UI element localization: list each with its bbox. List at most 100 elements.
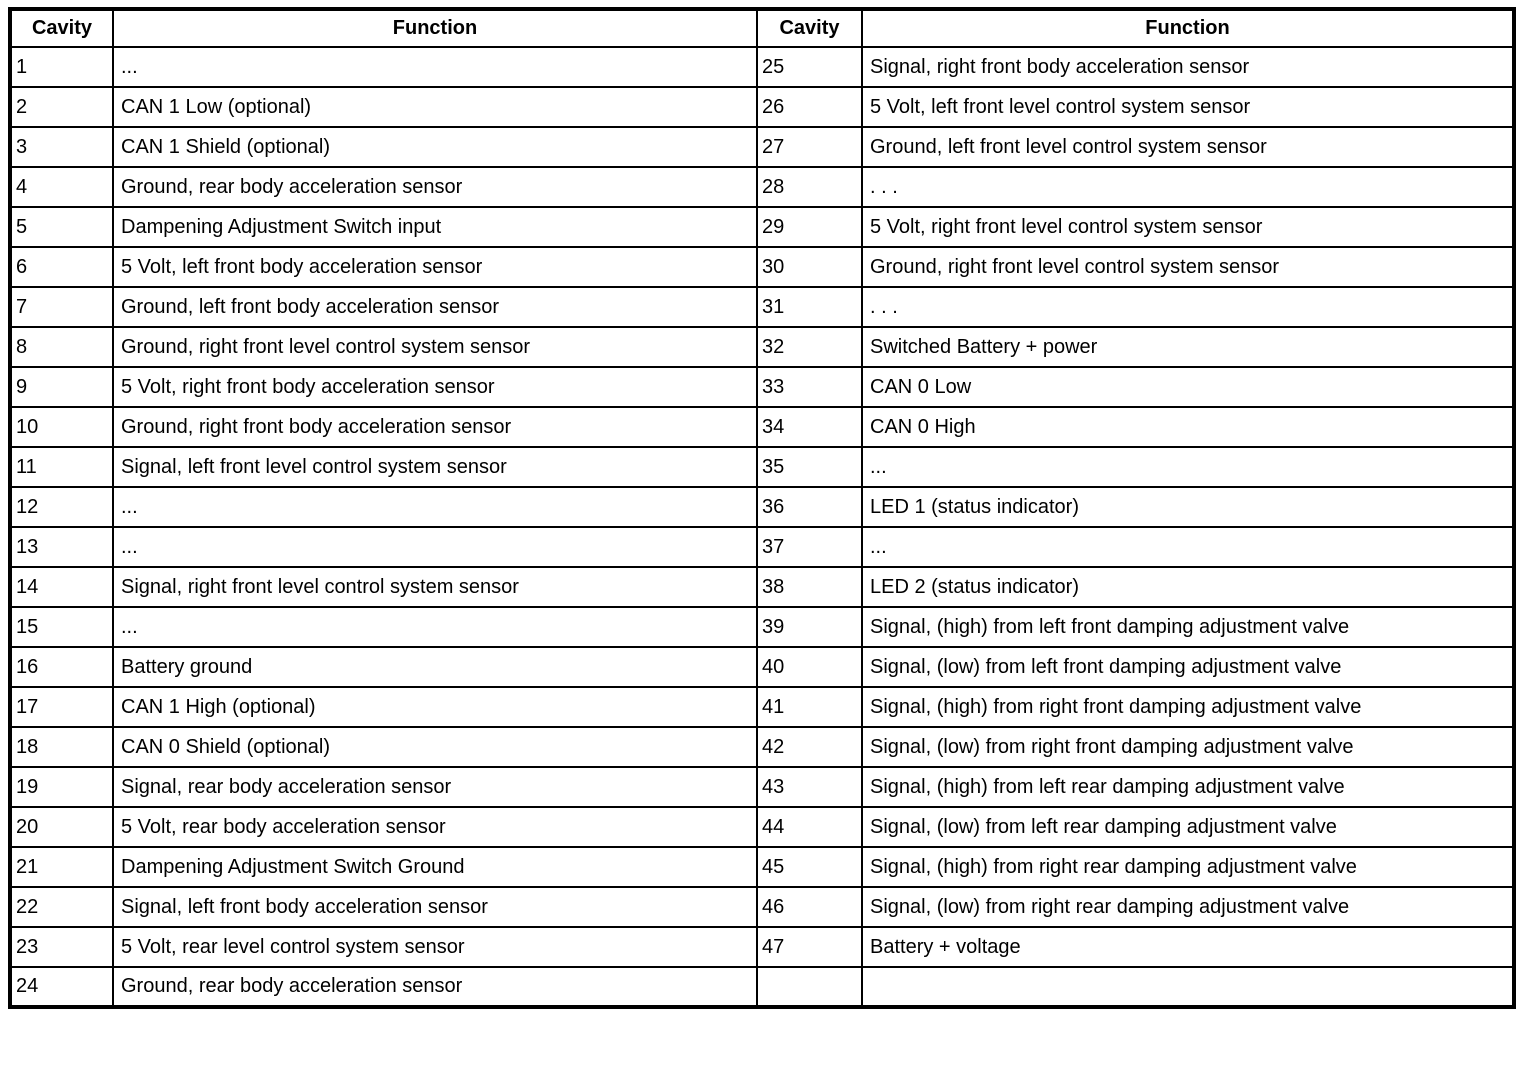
function-cell-left: Ground, right front level control system… — [112, 326, 758, 368]
column-header-cavity-left: Cavity — [9, 8, 114, 48]
table-row: 14 Signal, right front level control syst… — [9, 566, 1515, 608]
cavity-cell-left: 14 — [9, 566, 114, 608]
function-cell-left: ... — [112, 46, 758, 88]
cavity-cell-right: 31 — [756, 286, 863, 328]
cavity-cell-left: 8 — [9, 326, 114, 368]
cavity-cell-left: 15 — [9, 606, 114, 648]
cavity-cell-left: 11 — [9, 446, 114, 488]
function-cell-left: Ground, right front body acceleration se… — [112, 406, 758, 448]
function-cell-left: ... — [112, 526, 758, 568]
table-row: 24 Ground, rear body acceleration sensor — [9, 966, 1515, 1008]
cavity-cell-left: 12 — [9, 486, 114, 528]
cavity-cell-left: 23 — [9, 926, 114, 968]
function-cell-right: Signal, (high) from left rear damping ad… — [861, 766, 1515, 808]
cavity-cell-left: 18 — [9, 726, 114, 768]
column-header-function-right: Function — [861, 8, 1515, 48]
table-row: 4 Ground, rear body acceleration sensor 28… — [9, 166, 1515, 208]
cavity-cell-right: 28 — [756, 166, 863, 208]
cavity-cell-right: 39 — [756, 606, 863, 648]
document-page: Cavity Function Cavity Function 1... 25 Si… — [8, 7, 1516, 1009]
cavity-cell-right: 27 — [756, 126, 863, 168]
function-cell-left: ... — [112, 486, 758, 528]
table-row: 1... 25 Signal, right front body accelerat… — [9, 46, 1515, 88]
table-row: 21 Dampening Adjustment Switch Ground 45 Si… — [9, 846, 1515, 888]
cavity-cell-right: 29 — [756, 206, 863, 248]
cavity-cell-right: 37 — [756, 526, 863, 568]
function-cell-right: Signal, (low) from right front damping a… — [861, 726, 1515, 768]
function-cell-right — [861, 966, 1515, 1008]
cavity-cell-right: 42 — [756, 726, 863, 768]
table-row: 10 Ground, right front body acceleration … — [9, 406, 1515, 448]
function-cell-right: Signal, (low) from left rear damping adj… — [861, 806, 1515, 848]
cavity-cell-right: 32 — [756, 326, 863, 368]
function-cell-right: . . . — [861, 166, 1515, 208]
table-body: 1... 25 Signal, right front body accelerat… — [9, 46, 1515, 1008]
table-row: 16 Battery ground 40 Signal, (low) from lef… — [9, 646, 1515, 688]
cavity-cell-right: 41 — [756, 686, 863, 728]
function-cell-left: 5 Volt, rear body acceleration sensor — [112, 806, 758, 848]
column-header-cavity-right: Cavity — [756, 8, 863, 48]
cavity-cell-left: 3 — [9, 126, 114, 168]
cavity-cell-right — [756, 966, 863, 1008]
table-row: 22 Signal, left front body acceleration s… — [9, 886, 1515, 928]
cavity-cell-right: 40 — [756, 646, 863, 688]
function-cell-right: Signal, (low) from right rear damping ad… — [861, 886, 1515, 928]
function-cell-left: CAN 1 Low (optional) — [112, 86, 758, 128]
function-cell-right: Signal, (high) from right front damping … — [861, 686, 1515, 728]
cavity-cell-left: 17 — [9, 686, 114, 728]
table-row: 11 Signal, left front level control syste… — [9, 446, 1515, 488]
table-row: 5 Dampening Adjustment Switch input 29 5 Vo… — [9, 206, 1515, 248]
function-cell-right: ... — [861, 446, 1515, 488]
function-cell-right: Battery + voltage — [861, 926, 1515, 968]
function-cell-left: Dampening Adjustment Switch Ground — [112, 846, 758, 888]
table-row: 8 Ground, right front level control syste… — [9, 326, 1515, 368]
cavity-cell-left: 19 — [9, 766, 114, 808]
function-cell-right: Signal, right front body acceleration se… — [861, 46, 1515, 88]
function-cell-right: Ground, left front level control system … — [861, 126, 1515, 168]
cavity-cell-right: 36 — [756, 486, 863, 528]
function-cell-right: CAN 0 High — [861, 406, 1515, 448]
cavity-cell-left: 5 — [9, 206, 114, 248]
table-row: 23 5 Volt, rear level control system sens… — [9, 926, 1515, 968]
function-cell-left: ... — [112, 606, 758, 648]
function-cell-left: Signal, left front level control system … — [112, 446, 758, 488]
cavity-cell-right: 45 — [756, 846, 863, 888]
table-row: 17 CAN 1 High (optional) 41 Signal, (high) … — [9, 686, 1515, 728]
function-cell-left: Dampening Adjustment Switch input — [112, 206, 758, 248]
column-header-function-left: Function — [112, 8, 758, 48]
function-cell-left: Signal, rear body acceleration sensor — [112, 766, 758, 808]
function-cell-left: Battery ground — [112, 646, 758, 688]
cavity-cell-left: 9 — [9, 366, 114, 408]
cavity-cell-left: 4 — [9, 166, 114, 208]
function-cell-right: Ground, right front level control system… — [861, 246, 1515, 288]
function-cell-right: Signal, (low) from left front damping ad… — [861, 646, 1515, 688]
cavity-cell-right: 44 — [756, 806, 863, 848]
cavity-cell-right: 30 — [756, 246, 863, 288]
table-row: 2 CAN 1 Low (optional) 26 5 Volt, left fron… — [9, 86, 1515, 128]
function-cell-right: 5 Volt, left front level control system … — [861, 86, 1515, 128]
function-cell-right: Signal, (high) from right rear damping a… — [861, 846, 1515, 888]
table-row: 7 Ground, left front body acceleration se… — [9, 286, 1515, 328]
table-row: 18 CAN 0 Shield (optional) 42 Signal, (low)… — [9, 726, 1515, 768]
cavity-cell-left: 22 — [9, 886, 114, 928]
cavity-cell-left: 21 — [9, 846, 114, 888]
cavity-cell-left: 13 — [9, 526, 114, 568]
function-cell-right: . . . — [861, 286, 1515, 328]
function-cell-left: CAN 0 Shield (optional) — [112, 726, 758, 768]
cavity-cell-right: 35 — [756, 446, 863, 488]
cavity-cell-right: 47 — [756, 926, 863, 968]
cavity-cell-left: 24 — [9, 966, 114, 1008]
table-row: 20 5 Volt, rear body acceleration sensor 4… — [9, 806, 1515, 848]
function-cell-right: LED 1 (status indicator) — [861, 486, 1515, 528]
function-cell-left: Ground, left front body acceleration sen… — [112, 286, 758, 328]
function-cell-right: Switched Battery + power — [861, 326, 1515, 368]
cavity-cell-right: 34 — [756, 406, 863, 448]
function-cell-left: CAN 1 Shield (optional) — [112, 126, 758, 168]
header-row: Cavity Function Cavity Function — [9, 8, 1515, 48]
cavity-cell-left: 6 — [9, 246, 114, 288]
function-cell-right: LED 2 (status indicator) — [861, 566, 1515, 608]
cavity-cell-left: 10 — [9, 406, 114, 448]
table-row: 12... 36 LED 1 (status indicator) — [9, 486, 1515, 528]
function-cell-left: 5 Volt, left front body acceleration sen… — [112, 246, 758, 288]
